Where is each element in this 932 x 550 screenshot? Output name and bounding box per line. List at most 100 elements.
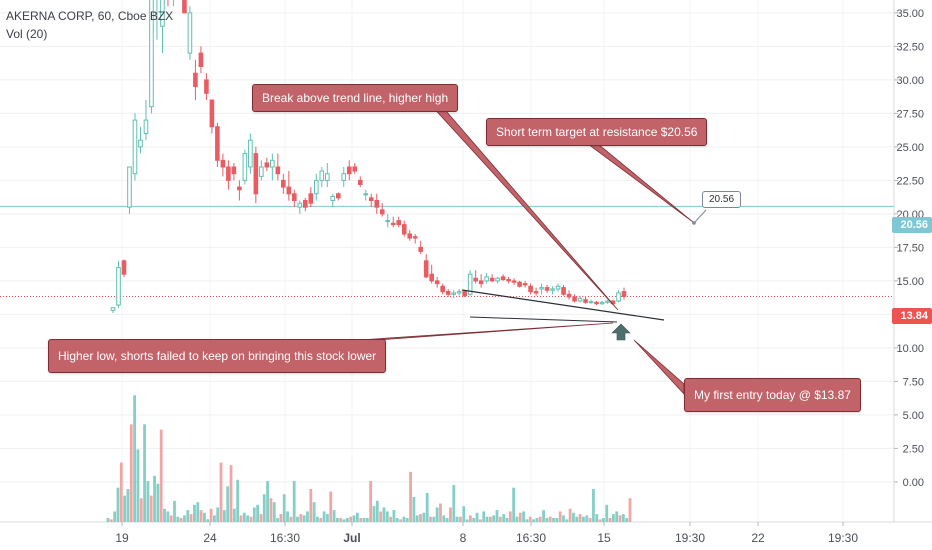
volume-bar (528, 516, 532, 522)
volume-bar (365, 518, 369, 522)
volume-bar (625, 518, 629, 522)
candle (297, 200, 303, 214)
callout-pointers (329, 103, 694, 396)
volume-bar (256, 504, 260, 522)
candle-body (204, 79, 209, 94)
volume-bar (459, 516, 462, 522)
candle (220, 153, 226, 177)
candle (566, 290, 572, 300)
annotation-entry[interactable]: My first entry today @ $13.87 (684, 378, 861, 412)
candle (259, 160, 264, 181)
volume-bar (515, 516, 519, 522)
entry-arrow-icon (611, 323, 631, 341)
volume-bar (186, 510, 190, 522)
candle-body (226, 166, 231, 181)
candle (275, 153, 281, 181)
candle-body (297, 202, 303, 208)
volume-bar (382, 507, 386, 522)
volume-bar (562, 515, 565, 522)
volume-bar (445, 518, 449, 522)
volume-bar (319, 518, 323, 522)
candle (434, 276, 440, 288)
annotation-higher-low[interactable]: Higher low, shorts failed to keep on bri… (48, 339, 387, 373)
candle (374, 193, 380, 214)
candle (237, 180, 242, 201)
volume-bar (239, 515, 243, 522)
volume-bar (502, 514, 506, 522)
volume-bar (119, 462, 123, 522)
candle (539, 283, 544, 295)
candle-body (314, 179, 319, 195)
candle-body (357, 179, 363, 185)
y-tick-label: 5.00 (903, 410, 924, 422)
volume-bar (219, 462, 223, 522)
volume-bar (242, 512, 246, 522)
volume-bar (139, 498, 143, 522)
volume-bar (535, 518, 539, 522)
volume-bar (545, 518, 549, 522)
volume-bar (465, 519, 469, 522)
volume-bar (136, 449, 140, 522)
candle-body (209, 99, 215, 128)
candle-body (401, 224, 407, 235)
annotation-break-above[interactable]: Break above trend line, higher high (252, 84, 459, 112)
candle (357, 176, 363, 188)
candle (379, 203, 385, 217)
candle-body (577, 297, 583, 302)
volume-bar (329, 491, 333, 522)
candle-body (440, 285, 445, 293)
candle (484, 272, 489, 284)
rising-support-line (469, 316, 618, 323)
candle-body (116, 267, 121, 306)
volume-bar (505, 518, 509, 522)
volume-bar (628, 498, 632, 522)
volume-bar (372, 506, 376, 522)
volume-bar (269, 498, 273, 522)
volume-bar (166, 511, 170, 522)
candle (143, 100, 149, 141)
volume-label[interactable]: Vol (20) (6, 27, 48, 41)
volume-bar (379, 511, 383, 522)
x-tick-label: 19:30 (675, 531, 705, 545)
volume-bar (375, 500, 379, 522)
candle (363, 189, 369, 201)
candle-body (566, 293, 572, 298)
candle-body (231, 166, 237, 175)
candle (335, 192, 341, 201)
annotation-target[interactable]: Short term target at resistance $20.56 (486, 118, 708, 146)
candle (511, 278, 517, 285)
volume-bar (385, 511, 389, 522)
volume-bar (478, 519, 482, 522)
volume-bar (222, 510, 226, 522)
candle (616, 290, 621, 303)
volume-bar (306, 511, 309, 522)
candle-body (390, 222, 396, 226)
volume-bar (289, 516, 293, 522)
volume-bar (492, 515, 496, 522)
symbol-title[interactable]: AKERNA CORP, 60, Cboe BZX (6, 9, 174, 23)
candle (116, 260, 121, 308)
candle-body (511, 280, 517, 283)
candle (522, 280, 528, 288)
candle (517, 280, 522, 288)
volume-bar (472, 518, 476, 522)
price-bubble-20-56[interactable]: 20.56 (702, 191, 742, 208)
volume-bar (565, 519, 569, 522)
candle (401, 220, 407, 237)
volume-bar (159, 429, 163, 522)
x-tick-label: 16:30 (270, 531, 300, 545)
x-tick-label: Jul (343, 531, 360, 545)
volume-bar (183, 515, 186, 522)
y-tick-label: 15.00 (896, 276, 924, 288)
candle-body (330, 195, 336, 201)
volume-bar (206, 519, 210, 522)
candle-body (489, 277, 495, 282)
candle (286, 171, 292, 201)
candle-body (528, 285, 533, 293)
candle-body (303, 200, 308, 208)
candle-body (594, 301, 599, 305)
volume-bar (482, 511, 486, 522)
candle (187, 6, 193, 60)
